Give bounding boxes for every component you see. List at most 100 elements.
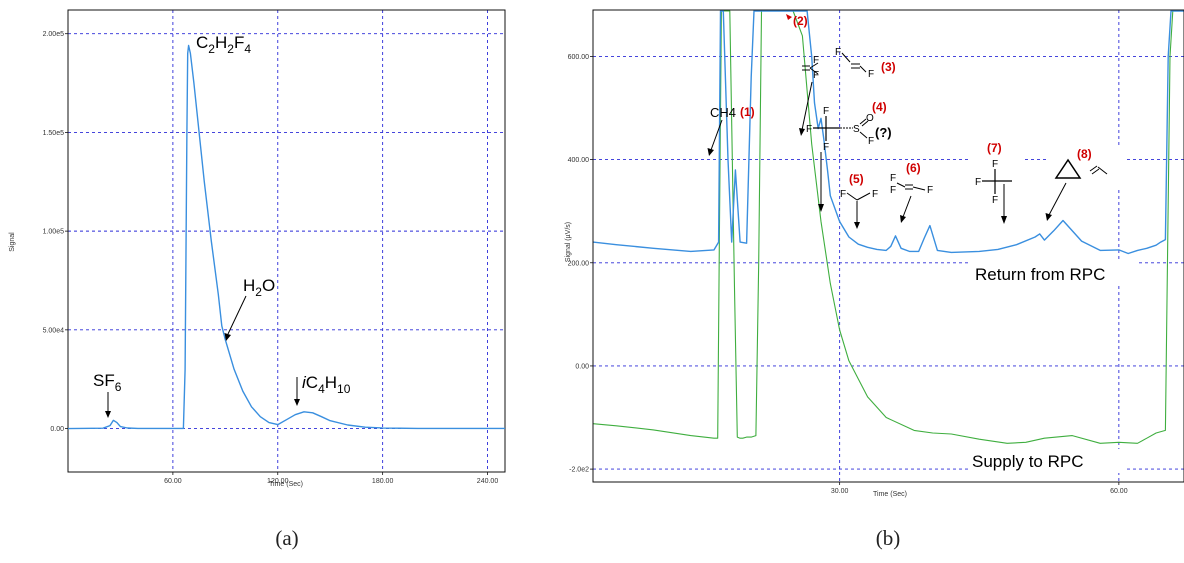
y-tick-label: 200.00	[568, 260, 590, 267]
peak-5-annotation: (5) F F	[840, 172, 878, 229]
mol3b-bond4	[859, 65, 867, 73]
panel-b-label: (b)	[876, 526, 901, 550]
annotation-c2h2f4-text: C2H2F4	[196, 33, 251, 56]
annotation-h2o: H2O	[224, 276, 275, 341]
mol4-f-left: F	[806, 124, 812, 135]
mol4-bond-o1	[859, 118, 867, 125]
peak-5-number: (5)	[849, 172, 864, 186]
x-tick-label: 120.00	[267, 478, 289, 485]
peak-7-annotation: (7) F F F	[970, 140, 1022, 224]
peak-4-arrowhead	[818, 204, 824, 212]
mol8-bond1	[1089, 165, 1098, 172]
x-tick-label: 60.00	[164, 478, 182, 485]
annotation-h2o-arrowhead	[224, 333, 231, 341]
peak-7-arrowhead	[1001, 216, 1007, 224]
peak-5-arrowhead	[854, 222, 860, 229]
peak-1-arrow	[710, 119, 723, 151]
mol5-f1: F	[840, 189, 846, 200]
peak-8-annotation: (8)	[1045, 146, 1124, 221]
peak-3-number: (3)	[881, 60, 896, 74]
panel-a-label: (a)	[275, 526, 298, 550]
return-label-bg	[970, 262, 1136, 286]
annotation-h2o-arrow	[227, 295, 247, 335]
mol4-bond-f	[859, 131, 868, 139]
panel-a-grid	[68, 10, 505, 472]
y-tick-label: 0.00	[575, 363, 589, 370]
y-tick-label: 1.50e5	[43, 130, 65, 137]
mol8-bond2	[1091, 168, 1100, 175]
mol4-f-right: F	[868, 136, 874, 147]
peak-6-annotation: (6) F F F	[890, 161, 933, 223]
y-tick-label: 1.00e5	[43, 229, 65, 236]
mol3a-bond3	[809, 62, 819, 69]
mol6-f3: F	[927, 185, 933, 196]
mol4-f-top: F	[823, 106, 829, 117]
panel-a-plot-frame	[67, 9, 506, 473]
supply-label: Supply to RPC	[972, 452, 1084, 471]
annotation-ic4h10-text: iC4H10	[302, 373, 351, 396]
panel-b-ticks: 30.00 60.00 -2.0e2 0.00 200.00 400.00 600.00	[568, 54, 1128, 495]
y-tick-label: 5.00e4	[43, 327, 65, 334]
panel-a-series-line	[67, 44, 505, 430]
unknown-label: (?)	[875, 125, 892, 140]
annotation-c2h2f4: C2H2F4	[196, 33, 251, 56]
y-tick-label: 2.00e5	[43, 31, 65, 38]
panel-a-ticks: 60.00 120.00 180.00 240.00 0.00 5.00e4 1.00e5 1…	[43, 31, 499, 485]
x-tick-label: 180.00	[372, 478, 394, 485]
peak-6-arrowhead	[900, 215, 906, 223]
panel-b-return-line	[592, 10, 1184, 255]
x-tick-label: 240.00	[477, 478, 499, 485]
mol7-f-bottom: F	[992, 195, 998, 206]
annotation-ic4h10: iC4H10	[294, 373, 351, 406]
panel-a-xlabel: Time (Sec)	[269, 481, 303, 488]
y-tick-label: 0.00	[50, 426, 64, 433]
annotation-ic4h10-arrowhead	[294, 399, 300, 406]
peak-2-annotation: (2)	[786, 14, 808, 28]
peak-4-number: (4)	[872, 100, 887, 114]
peak-4-annotation: (4) F F F S O F (?)	[806, 100, 892, 212]
mol5-f2: F	[872, 189, 878, 200]
annotation-h2o-text: H2O	[243, 276, 275, 299]
peak-2-number: (2)	[793, 14, 808, 28]
mol3a-f2: F	[813, 70, 819, 81]
mol6-bond4	[912, 186, 926, 191]
mol3b-f2: F	[868, 69, 874, 80]
annotation-sf6: SF6	[93, 371, 122, 418]
peak-3-annotation: F F F F (3)	[799, 47, 896, 136]
mol6-f2: F	[890, 185, 896, 196]
annotation-sf6-arrowhead	[105, 411, 111, 418]
mol5-bond2	[856, 192, 871, 201]
mol4-o: O	[866, 113, 874, 124]
mol8-bond3	[1097, 166, 1108, 175]
x-tick-label: 30.00	[831, 488, 849, 495]
peak-6-arrow	[902, 195, 912, 218]
peak-8-number: (8)	[1077, 147, 1092, 161]
peak-3-arrow	[801, 81, 813, 131]
mol3b-f1: F	[835, 47, 841, 58]
peak-3-arrowhead	[799, 128, 805, 136]
mol7-f-top: F	[992, 159, 998, 170]
peak-6-number: (6)	[906, 161, 921, 175]
peak-7-bg	[970, 140, 1022, 210]
y-tick-label: -2.0e2	[569, 467, 589, 474]
x-tick-label: 60.00	[1110, 488, 1128, 495]
mol4-bond-o2	[861, 120, 869, 127]
mol3a-f1: F	[813, 55, 819, 66]
mol4-s: S	[853, 124, 860, 135]
panel-b-grid	[593, 10, 1184, 482]
panel-b-ylabel: Signal (µV/s)	[565, 222, 572, 262]
peak-1-arrowhead	[707, 148, 714, 156]
panel-b-xlabel: Time (Sec)	[873, 491, 907, 498]
return-label: Return from RPC	[975, 265, 1105, 284]
mol7-f-left: F	[975, 177, 981, 188]
ch4-label: CH4	[710, 105, 736, 120]
peak-1-annotation: CH4 (1)	[707, 105, 755, 156]
peak-1-number: (1)	[740, 105, 755, 119]
mol6-bond1	[896, 182, 906, 188]
panel-b-plot-frame	[592, 9, 1184, 483]
peak-8-bg	[1046, 146, 1124, 188]
peak-8-arrowhead	[1045, 213, 1052, 221]
peak-2-arrowhead	[786, 14, 792, 20]
